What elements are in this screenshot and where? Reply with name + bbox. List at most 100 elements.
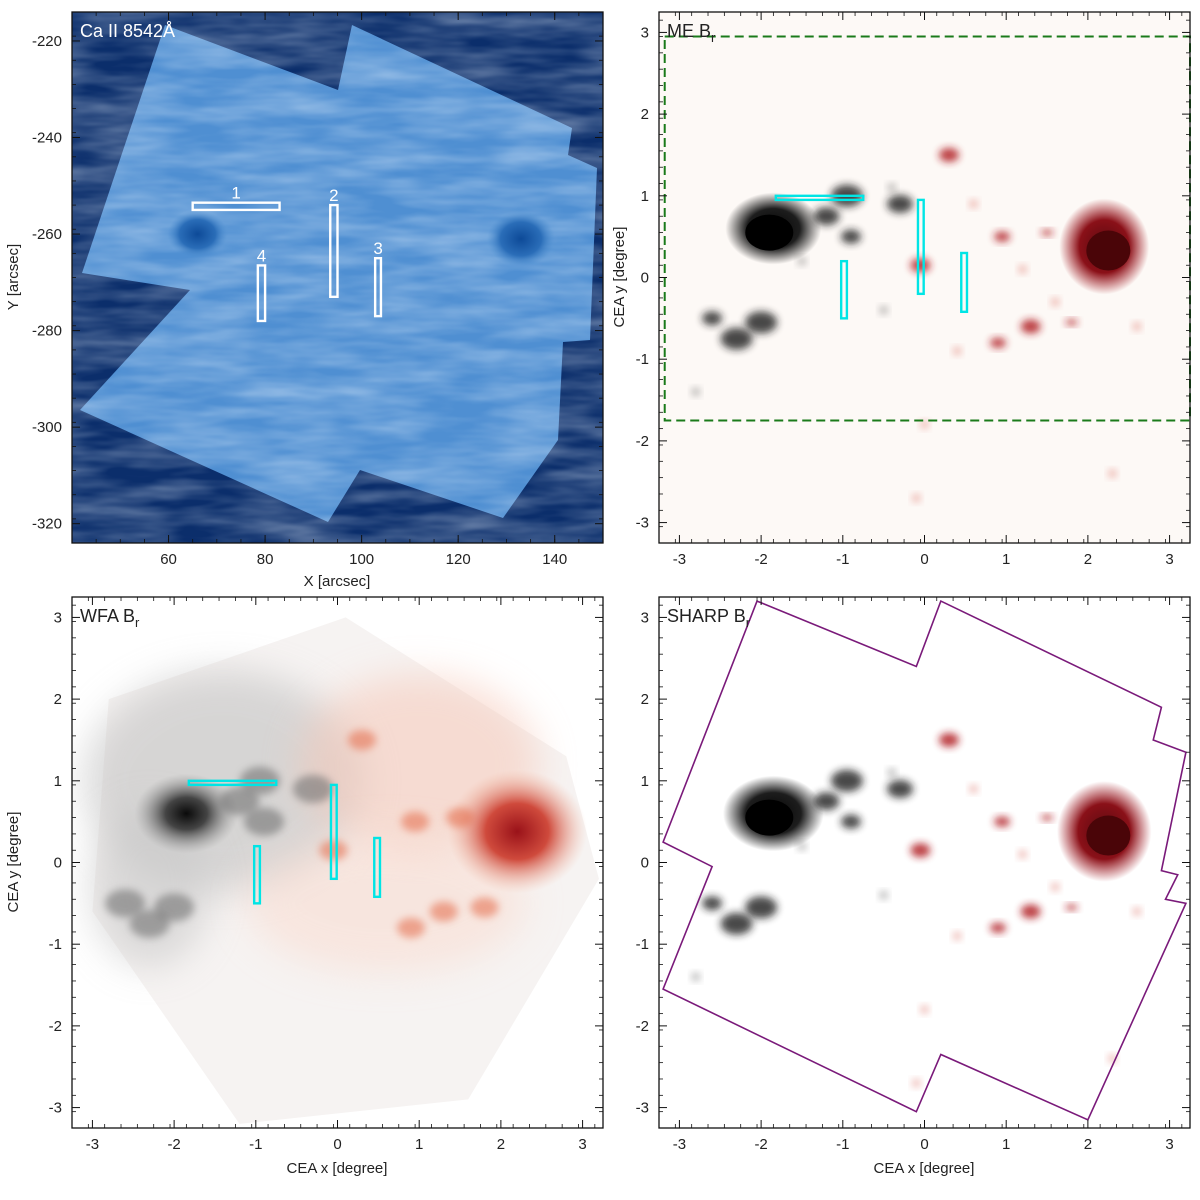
- me-negative-plage: [840, 229, 861, 244]
- y-tick-label: -280: [32, 323, 62, 340]
- me-network-speck: [797, 257, 806, 266]
- slit-box: [960, 251, 969, 314]
- sharp-network-speck: [797, 842, 806, 851]
- sharp-negative-plage: [830, 769, 863, 792]
- me-panel-title: ME Br: [667, 21, 716, 45]
- y-tick-label: 0: [54, 855, 62, 872]
- x-tick-label: 80: [257, 551, 274, 568]
- me-negative-plage: [720, 327, 753, 350]
- x-tick-label: 1: [415, 1136, 423, 1153]
- wfa-positive-plage: [348, 729, 377, 750]
- wfa-title-main: WFA B: [80, 606, 135, 626]
- slit-box: [191, 201, 281, 212]
- x-tick-label: 3: [1165, 551, 1173, 568]
- ca-y-axis-label: Y [arcsec]: [5, 244, 22, 310]
- wfa-positive-plage: [319, 840, 348, 861]
- sharp-negative-plage: [702, 896, 723, 911]
- sharp-positive-plage: [939, 732, 960, 747]
- wfa-negative-plage: [219, 787, 260, 816]
- me-negative-plage: [702, 311, 723, 326]
- sharp-negative-plage: [886, 779, 913, 798]
- me-network-speck: [969, 199, 978, 208]
- me-network-speck: [1051, 298, 1060, 307]
- x-tick-label: 120: [446, 551, 471, 568]
- panel-wfa: -3 -2 -1 0 1 2 3 -3 -2 -1 0 1 2 3 WFA Br CEA x [degre…: [5, 596, 604, 1177]
- x-tick-label: -3: [673, 551, 686, 568]
- sharp-negative-umbra: [745, 799, 794, 836]
- y-tick-label: -240: [32, 130, 62, 147]
- x-tick-label: 3: [1165, 1136, 1173, 1153]
- wfa-positive-plage: [446, 807, 475, 828]
- ca-panel-title: Ca II 8542Å: [80, 21, 175, 41]
- me-positive-plage: [990, 337, 1007, 348]
- x-tick-label: 100: [349, 551, 374, 568]
- sharp-network-speck: [1018, 850, 1027, 859]
- wfa-image: [83, 617, 599, 1124]
- y-tick-label: 3: [641, 609, 649, 626]
- sharp-image: [691, 732, 1152, 1088]
- y-tick-label: -2: [636, 433, 649, 450]
- y-tick-label: 2: [641, 691, 649, 708]
- y-tick-label: 3: [641, 24, 649, 41]
- sharp-negative-plage: [813, 792, 840, 811]
- slit-box: [916, 198, 925, 296]
- x-tick-label: 1: [1002, 551, 1010, 568]
- x-tick-label: 3: [578, 1136, 586, 1153]
- wfa-positive-sunspot: [447, 769, 588, 894]
- slit-box: [252, 844, 262, 905]
- x-tick-label: 60: [160, 551, 177, 568]
- me-network-speck: [912, 494, 921, 503]
- y-tick-label: -1: [636, 351, 649, 368]
- me-network-speck: [1132, 322, 1141, 331]
- sharp-negative-plage: [745, 896, 778, 919]
- sharp-positive-umbra: [1086, 815, 1131, 856]
- x-tick-label: 0: [920, 551, 928, 568]
- slit-box: [373, 836, 382, 899]
- slit-box: [329, 203, 339, 299]
- wfa-positive-plage: [470, 897, 499, 918]
- me-negative-plage: [745, 311, 778, 334]
- y-tick-label: -1: [49, 936, 62, 953]
- y-tick-label: -3: [49, 1100, 62, 1117]
- sharp-network-speck: [920, 1005, 929, 1014]
- wfa-title-subscript: r: [135, 615, 140, 630]
- me-positive-plage: [994, 231, 1011, 242]
- sharp-network-speck: [953, 932, 962, 941]
- sharp-title-subscript: r: [746, 615, 751, 630]
- me-network-speck: [879, 306, 888, 315]
- me-slit-boxes: [774, 194, 969, 320]
- me-image: [691, 147, 1150, 503]
- me-network-speck: [920, 420, 929, 429]
- me-ticks: -3 -2 -1 0 1 2 3 -3 -2 -1 0 1 2 3: [636, 12, 1190, 568]
- me-positive-plage: [939, 147, 960, 162]
- wfa-y-axis-label: CEA y [degree]: [5, 812, 22, 913]
- wfa-negative-plage: [129, 909, 170, 938]
- y-tick-label: 2: [54, 691, 62, 708]
- x-tick-label: 0: [920, 1136, 928, 1153]
- sharp-negative-plage: [720, 912, 753, 935]
- slit-box-label: 3: [373, 239, 382, 258]
- me-title-main: ME B: [667, 21, 711, 41]
- me-network-speck: [1108, 469, 1117, 478]
- y-tick-label: -3: [636, 515, 649, 532]
- me-positive-plage: [910, 258, 931, 273]
- wfa-ticks: -3 -2 -1 0 1 2 3 -3 -2 -1 0 1 2 3: [49, 597, 603, 1153]
- ca-sunspot-right: [486, 210, 555, 267]
- sharp-positive-plage: [910, 843, 931, 858]
- x-tick-label: 2: [1084, 1136, 1092, 1153]
- x-tick-label: 140: [542, 551, 567, 568]
- slit-box-label: 2: [329, 186, 338, 205]
- x-tick-label: -3: [86, 1136, 99, 1153]
- y-tick-label: -2: [49, 1018, 62, 1035]
- x-tick-label: 0: [333, 1136, 341, 1153]
- slit-box-label: 4: [257, 246, 266, 265]
- sharp-positive-plage: [990, 922, 1007, 933]
- me-negative-plage: [813, 207, 840, 226]
- x-tick-label: -1: [836, 1136, 849, 1153]
- slit-box: [256, 264, 267, 323]
- me-negative-plage: [886, 194, 913, 213]
- panel-sharp: -3 -2 -1 0 1 2 3 -3 -2 -1 0 1 2 3 SHARP Br CEA x [deg…: [636, 596, 1191, 1177]
- sharp-title-main: SHARP B: [667, 606, 746, 626]
- me-network-speck: [1018, 265, 1027, 274]
- sharp-fov-outline: [662, 599, 1188, 1121]
